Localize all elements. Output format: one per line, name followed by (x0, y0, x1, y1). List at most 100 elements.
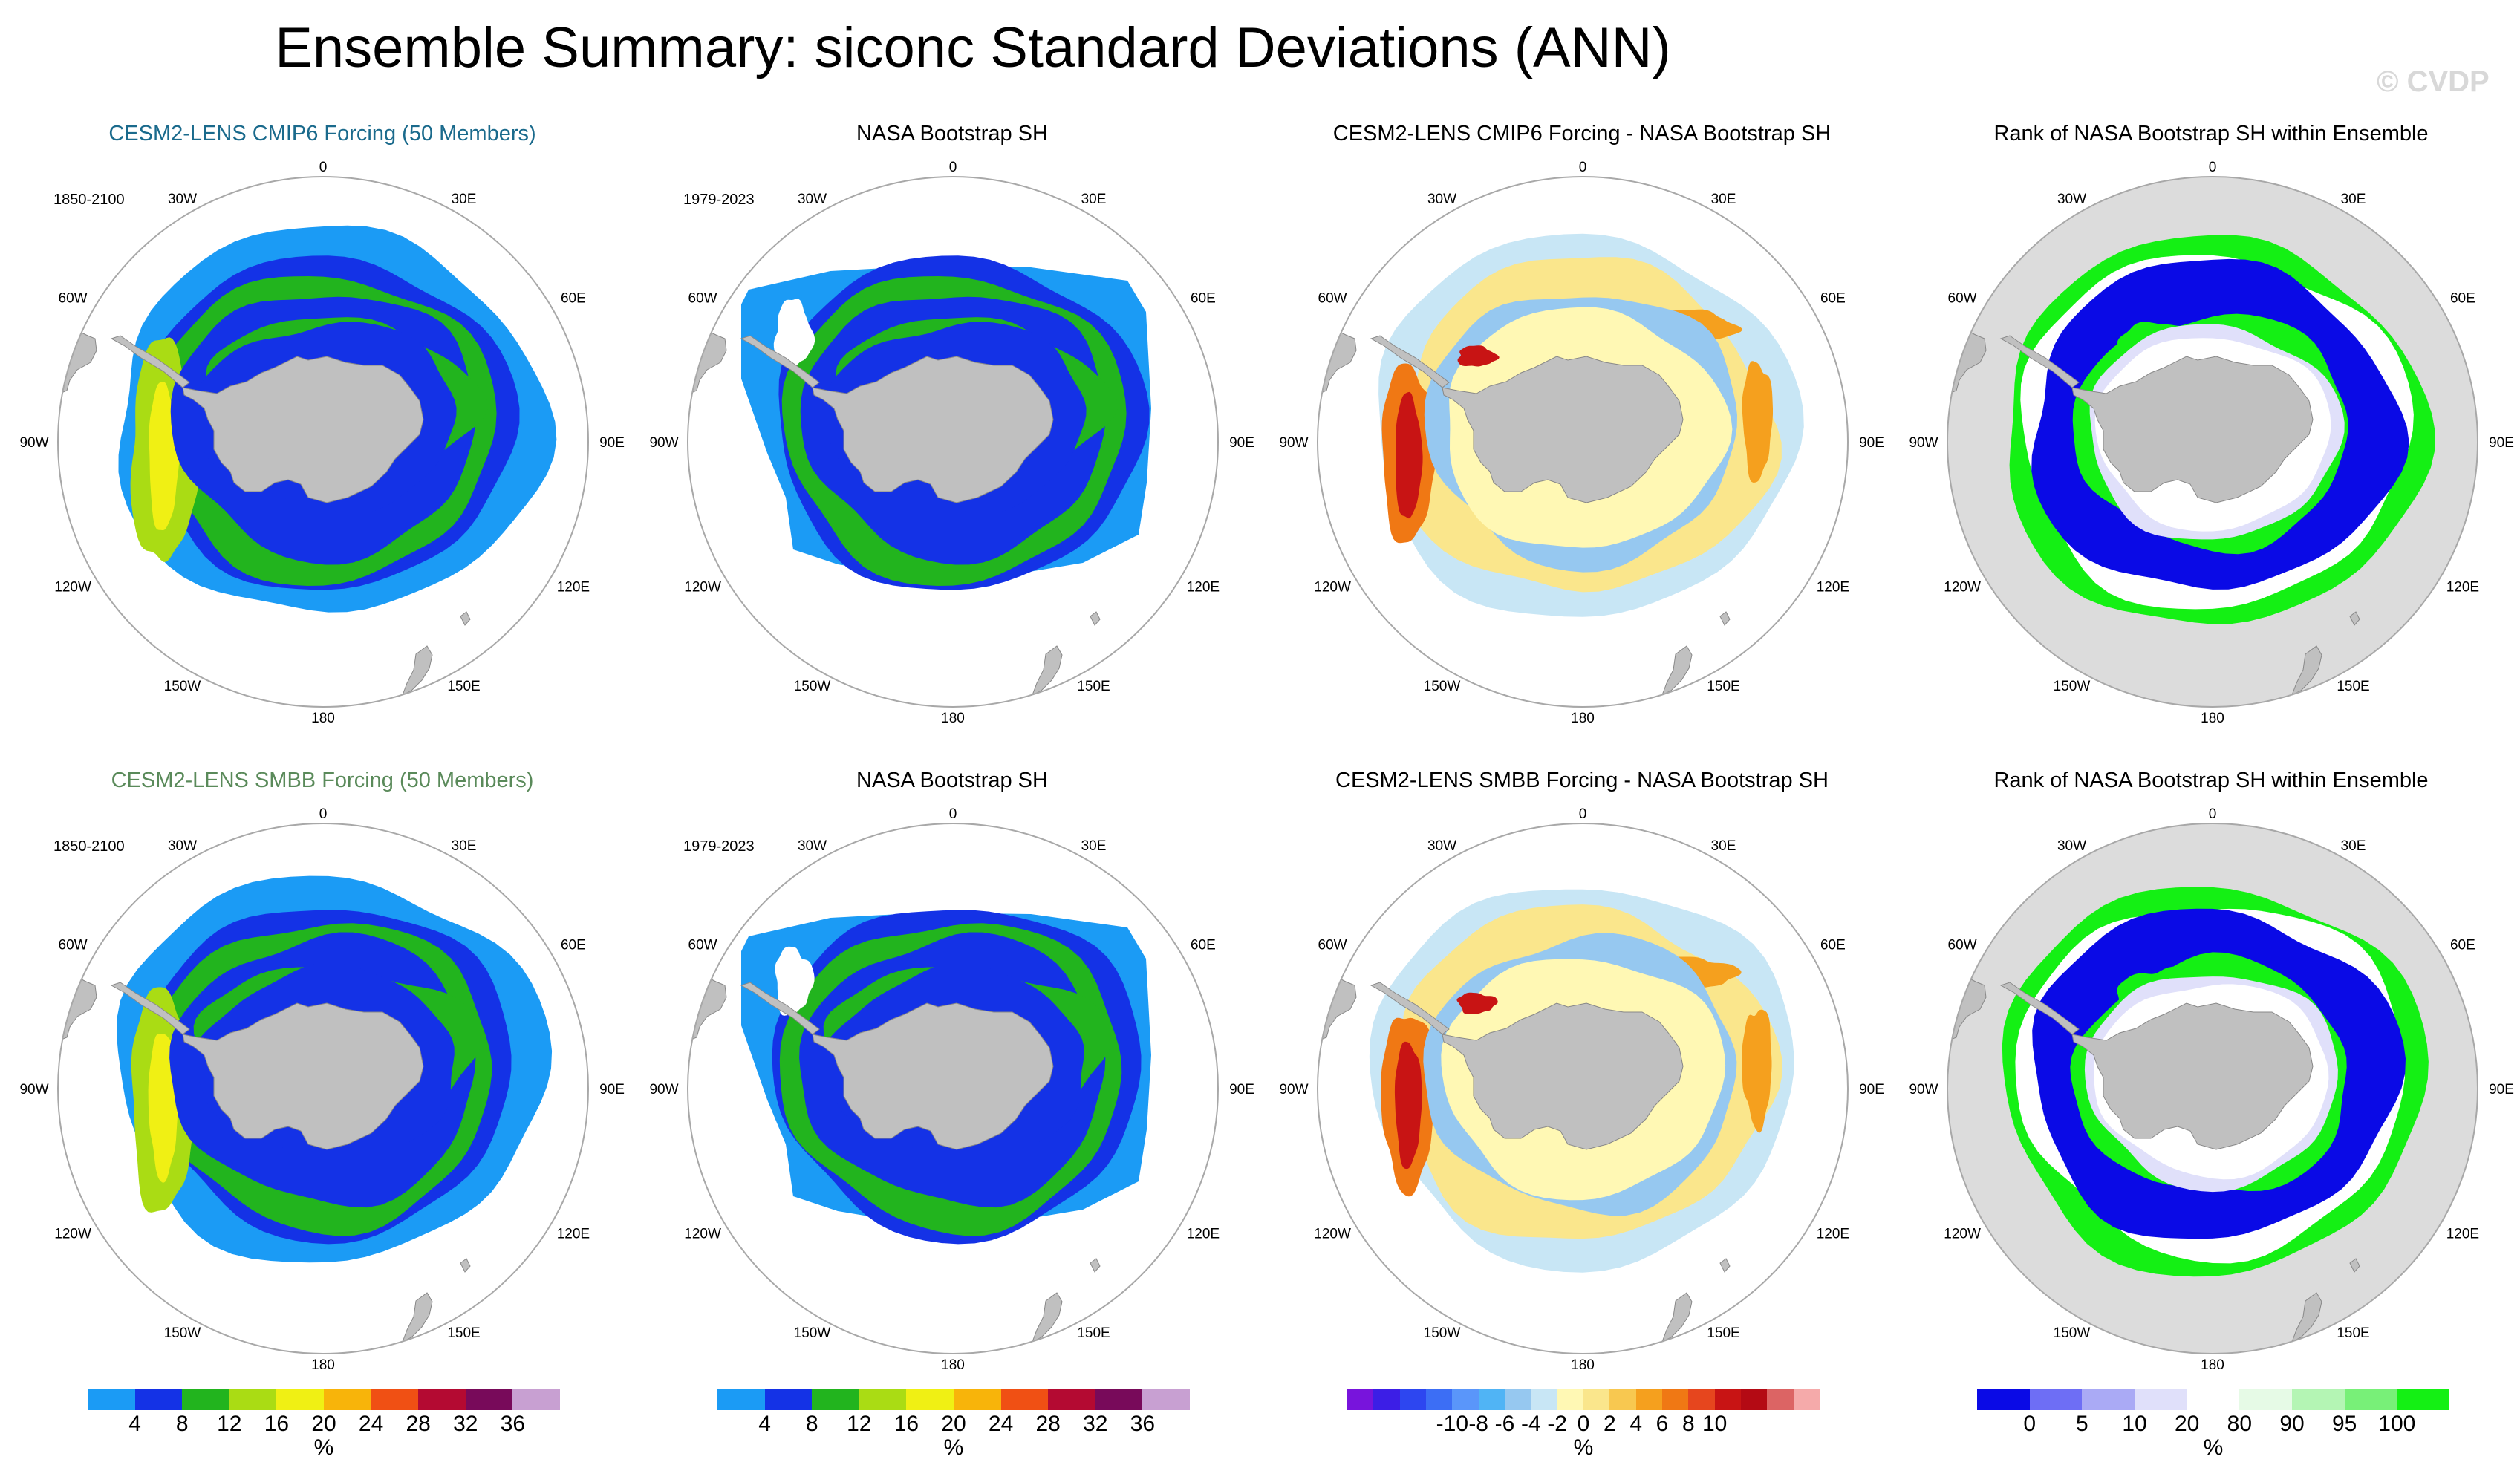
panel-title-r2c1: CESM2-LENS SMBB Forcing (50 Members) (111, 769, 534, 792)
longitude-label-north: 0 (949, 160, 957, 175)
antarctica-landmass (1442, 356, 1684, 503)
longitude-label-se: 150E (1077, 679, 1110, 694)
longitude-label-sw: 150W (2054, 1325, 2091, 1341)
longitude-label-sw: 150W (794, 1325, 831, 1341)
island-landmass (1090, 1258, 1101, 1273)
colorbar-box (1426, 1389, 1453, 1410)
colorbar-tick-label: 8 (1681, 1412, 1695, 1436)
longitude-label-ene: 60E (1820, 938, 1846, 953)
longitude-label-se: 150E (447, 1325, 480, 1341)
map-r1c4: 0 30E 60E 90E 120E 150E 180 150W 120W 90W 60W 30W (1909, 160, 2513, 726)
longitude-label-ne: 30E (1711, 192, 1736, 207)
diff-field-weddell-max (1457, 345, 1500, 367)
colorbar-box (1095, 1389, 1143, 1410)
diff-field-weddell-max (1456, 992, 1498, 1014)
longitude-label-wsw: 120W (54, 580, 91, 596)
longitude-label-west: 90W (19, 435, 48, 451)
new-zealand-landmass (2291, 645, 2322, 697)
longitude-label-wnw: 60W (1948, 291, 1977, 307)
colorbar-tick-label: 2 (1603, 1412, 1616, 1436)
colorbar-tick-label: 6 (1655, 1412, 1669, 1436)
longitude-label-sw: 150W (164, 679, 201, 694)
map-boundary-circle (1947, 176, 2478, 708)
longitude-label-wsw: 120W (1314, 1227, 1351, 1242)
longitude-label-ne: 30E (2341, 192, 2366, 207)
panel-title-r1c4: Rank of NASA Bootstrap SH within Ensembl… (1993, 122, 2429, 146)
longitude-label-nw: 30W (798, 192, 827, 207)
longitude-label-south: 180 (941, 1357, 965, 1373)
colorbar-box (1000, 1389, 1049, 1410)
longitude-label-se: 150E (1707, 1325, 1739, 1341)
colorbar-tick-label: 4 (1629, 1412, 1642, 1436)
longitude-label-east: 90E (1229, 1082, 1254, 1097)
antarctic-peninsula (1999, 982, 2080, 1035)
longitude-label-north: 0 (1579, 160, 1587, 175)
colorbar-tick-label: 16 (264, 1412, 290, 1436)
panel-title-r2c4: Rank of NASA Bootstrap SH within Ensembl… (1993, 769, 2429, 792)
colorbar-tick-label: 0 (1577, 1412, 1590, 1436)
longitude-label-west: 90W (1909, 435, 1938, 451)
longitude-label-north: 0 (319, 160, 328, 175)
colorbar-tick-label: 32 (453, 1412, 478, 1436)
new-zealand-landmass (1661, 645, 1693, 697)
colorbar-box (1505, 1389, 1531, 1410)
longitude-label-west: 90W (649, 435, 678, 451)
colorbar-tick-label: 0 (2023, 1412, 2036, 1436)
colorbar-box (906, 1389, 954, 1410)
colorbar-tick-label: 80 (2227, 1412, 2253, 1436)
longitude-label-nw: 30W (2057, 838, 2086, 854)
map-r2c1: 0 30E 60E 90E 120E 150E 180 150W 120W 90W 60W 30W (19, 806, 624, 1373)
colorbar-box (1557, 1389, 1584, 1410)
longitude-label-west: 90W (19, 1082, 48, 1097)
colorbar-tick-label: -2 (1547, 1412, 1567, 1436)
colorbar-box (88, 1389, 136, 1410)
colorbar-box (324, 1389, 372, 1410)
longitude-label-sw: 150W (1424, 1325, 1461, 1341)
colorbar-tick-label: 8 (805, 1412, 818, 1436)
map-boundary-circle (1947, 823, 2478, 1354)
antarctica-landmass (812, 1002, 1054, 1150)
new-zealand-landmass (402, 1292, 433, 1343)
longitude-label-sw: 150W (1424, 679, 1461, 694)
longitude-label-wnw: 60W (59, 291, 88, 307)
island-landmass (1719, 1258, 1731, 1273)
map-boundary-circle (57, 823, 589, 1354)
colorbar-tick-label: 28 (406, 1412, 431, 1436)
longitude-label-ese: 120E (1817, 580, 1849, 596)
colorbar-box (418, 1389, 466, 1410)
south-america-landmass (58, 292, 97, 394)
colorbar-box (512, 1389, 561, 1410)
longitude-label-se: 150E (1707, 679, 1739, 694)
longitude-label-wnw: 60W (688, 938, 717, 953)
longitude-label-ene: 60E (561, 938, 586, 953)
south-america-landmass (688, 939, 727, 1041)
no-data-patch (775, 946, 815, 1016)
map-r1c3: 0 30E 60E 90E 120E 150E 180 150W 120W 90W 60W 30W (1279, 160, 1884, 726)
colorbar-stddev-model: 4 8 12 16 20 24 28 32 36% (88, 1389, 561, 1460)
longitude-label-nw: 30W (1427, 838, 1456, 854)
colorbar-box (465, 1389, 513, 1410)
island-landmass (460, 1258, 471, 1273)
longitude-label-ene: 60E (2450, 291, 2475, 307)
panel-title-r2c3: CESM2-LENS SMBB Forcing - NASA Bootstrap… (1335, 769, 1829, 792)
colorbar-rank: 0 5 10 20 80 90 95 100% (1977, 1389, 2450, 1460)
longitude-label-ese: 120E (1817, 1227, 1849, 1242)
diff-field-east-band (1742, 361, 1773, 483)
longitude-label-ese: 120E (1187, 580, 1220, 596)
colorbar-tick-label: 24 (988, 1412, 1014, 1436)
longitude-label-east: 90E (2489, 1082, 2514, 1097)
longitude-label-east: 90E (2489, 435, 2514, 451)
longitude-label-wnw: 60W (1948, 938, 1977, 953)
longitude-label-west: 90W (649, 1082, 678, 1097)
colorbar-box (1142, 1389, 1191, 1410)
colorbar-box (229, 1389, 277, 1410)
colorbar-tick-label: 100 (2378, 1412, 2416, 1436)
colorbar-box (2397, 1389, 2450, 1410)
colorbar-tick-label: 12 (217, 1412, 242, 1436)
colorbar-tick-label: -4 (1520, 1412, 1541, 1436)
colorbar-box (2135, 1389, 2188, 1410)
colorbar-tick-label: -6 (1494, 1412, 1515, 1436)
longitude-label-se: 150E (1077, 1325, 1110, 1341)
antarctic-peninsula (1370, 335, 1450, 388)
longitude-label-ne: 30E (1081, 838, 1107, 854)
